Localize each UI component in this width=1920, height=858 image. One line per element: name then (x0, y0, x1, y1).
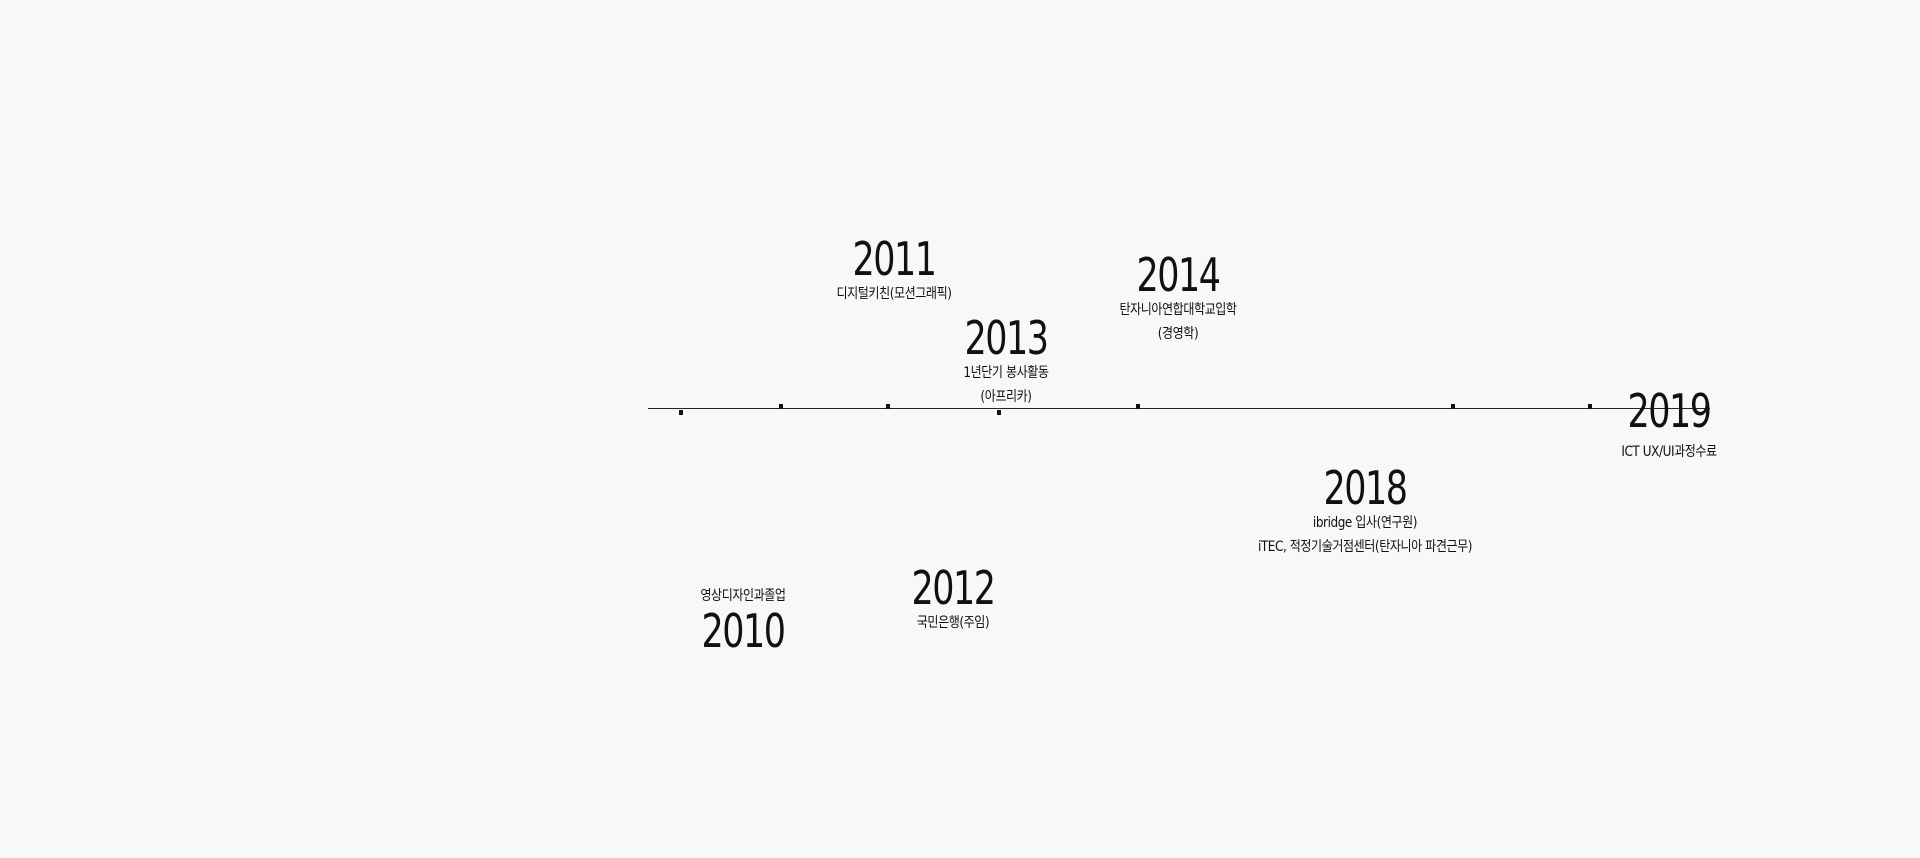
timeline-tick (679, 410, 683, 415)
timeline-event-2010: 영상디자인과졸업 2010 (688, 584, 797, 654)
timeline-tick (1451, 404, 1455, 409)
timeline-event-2018: 2018 ibridge 입사(연구원) iTEC, 적정기술거점센터(탄자니아… (1241, 465, 1490, 559)
timeline-axis-line (648, 408, 1710, 409)
timeline-tick (886, 404, 890, 409)
event-description: 영상디자인과졸업 (700, 588, 786, 604)
event-description: 1년단기 봉사활동 (963, 365, 1049, 381)
event-description: ibridge 입사(연구원) (1312, 515, 1418, 531)
event-description: (아프리카) (980, 389, 1032, 405)
timeline-tick (1136, 404, 1140, 409)
event-description: iTEC, 적정기술거점센터(탄자니아 파견근무) (1257, 539, 1473, 555)
event-description: 디지털키친(모션그래픽) (836, 286, 952, 302)
event-year: 2019 (1627, 384, 1712, 438)
timeline-event-2013: 2013 1년단기 봉사활동 (아프리카) (951, 315, 1060, 409)
timeline-event-2012: 2012 국민은행(주임) (898, 565, 1007, 635)
event-description: ICT UX/UI과정수료 (1621, 444, 1717, 460)
timeline-tick (997, 410, 1001, 415)
event-description: (경영학) (1157, 326, 1199, 342)
event-year: 2013 (964, 311, 1049, 365)
event-year: 2012 (911, 561, 996, 615)
event-description: 탄자니아연합대학교입학 (1119, 302, 1237, 318)
event-year: 2018 (1323, 461, 1408, 515)
event-description: 국민은행(주임) (916, 615, 990, 631)
timeline-event-2014: 2014 탄자니아연합대학교입학 (경영학) (1110, 252, 1246, 346)
event-year: 2011 (852, 232, 937, 286)
timeline-tick (1588, 404, 1592, 409)
timeline-event-2019: 2019 ICT UX/UI과정수료 (1614, 388, 1725, 464)
event-year: 2014 (1136, 248, 1221, 302)
timeline-tick (779, 404, 783, 409)
event-year: 2010 (701, 604, 786, 658)
timeline-event-2011: 2011 디지털키친(모션그래픽) (827, 236, 961, 306)
